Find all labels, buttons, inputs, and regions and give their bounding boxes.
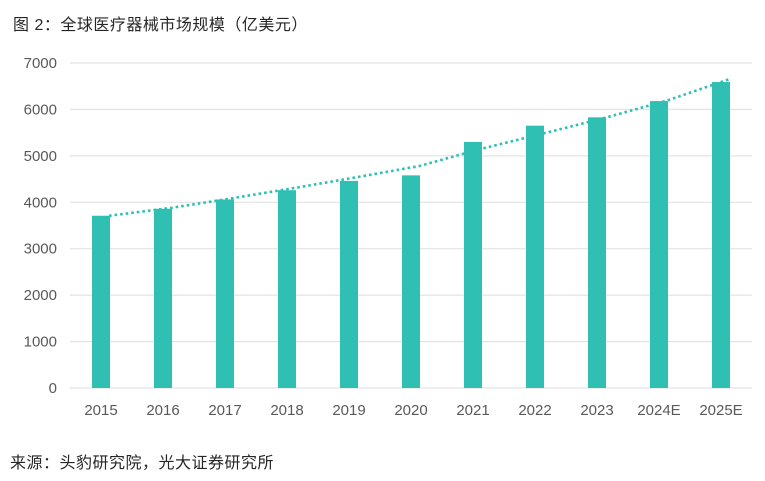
- x-tick-label: 2025E: [699, 402, 742, 419]
- x-tick-label: 2022: [518, 402, 551, 419]
- y-tick-label: 5000: [24, 148, 57, 165]
- y-tick-label: 1000: [24, 334, 57, 351]
- bar-2024E: [650, 101, 668, 389]
- bar-2017: [216, 199, 234, 388]
- y-tick-label: 2000: [24, 287, 57, 304]
- bar-2019: [340, 180, 358, 388]
- trendline: [108, 78, 730, 218]
- x-tick-label: 2016: [146, 402, 179, 419]
- bar-2016: [154, 208, 172, 388]
- bar-2022: [526, 125, 544, 388]
- bar-2023: [588, 117, 606, 389]
- y-tick-label: 7000: [24, 55, 57, 72]
- x-tick-label: 2019: [332, 402, 365, 419]
- x-tick-label: 2020: [394, 402, 427, 419]
- x-tick-label: 2023: [580, 402, 613, 419]
- bar-2018: [278, 190, 296, 388]
- x-tick-label: 2024E: [637, 402, 680, 419]
- bar-2020: [402, 175, 420, 388]
- source-note: 来源：头豹研究院，光大证券研究所: [10, 455, 275, 472]
- bar-chart: 0 1000 2000 3000 4000 5000 6000 7000 2015 2016 201…: [24, 55, 752, 419]
- y-tick-label: 6000: [24, 101, 57, 118]
- y-tick-label: 4000: [24, 194, 57, 211]
- x-tick-label: 2015: [84, 402, 117, 419]
- bar-2021: [464, 141, 482, 388]
- x-tick-label: 2018: [270, 402, 303, 419]
- y-tick-label: 3000: [24, 241, 57, 258]
- chart-title: 图 2：全球医疗器械市场规模（亿美元）: [13, 17, 308, 34]
- x-tick-label: 2017: [208, 402, 241, 419]
- x-tick-label: 2021: [456, 402, 489, 419]
- bar-2025E: [712, 82, 730, 389]
- y-tick-label: 0: [49, 380, 57, 397]
- bar-2015: [92, 215, 110, 388]
